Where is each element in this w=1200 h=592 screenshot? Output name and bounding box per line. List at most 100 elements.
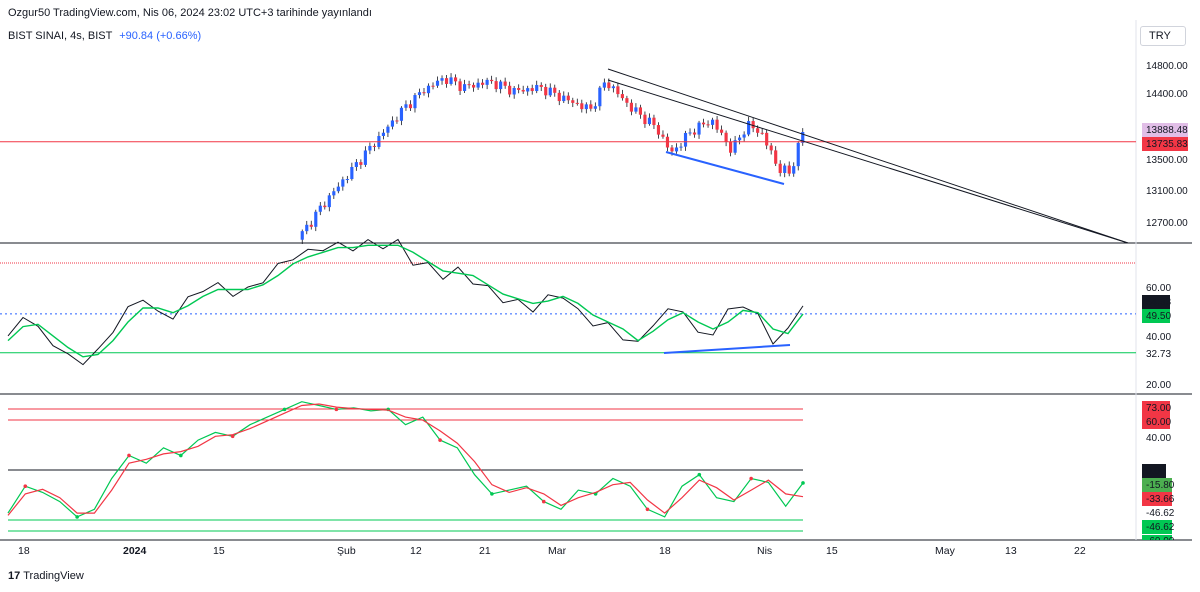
candle-body[interactable] xyxy=(408,104,413,109)
rsi-line[interactable] xyxy=(7,238,804,366)
upper-trendline-1[interactable] xyxy=(607,68,1129,244)
candle-body[interactable] xyxy=(453,77,458,82)
tradingview-logo[interactable]: 17 TradingView xyxy=(8,570,84,582)
candle-body[interactable] xyxy=(458,81,462,91)
candle-body[interactable] xyxy=(526,88,530,92)
candle-body[interactable] xyxy=(715,119,719,130)
candle-body[interactable] xyxy=(553,87,557,93)
candle-body[interactable] xyxy=(395,120,399,122)
candle-body[interactable] xyxy=(747,121,751,135)
candle-body[interactable] xyxy=(372,145,376,147)
candle-body[interactable] xyxy=(634,107,638,112)
rsi-ma-line[interactable] xyxy=(7,244,804,358)
candle-body[interactable] xyxy=(729,141,733,153)
candle-body[interactable] xyxy=(359,162,363,165)
candle-body[interactable] xyxy=(765,132,769,146)
candle-body[interactable] xyxy=(390,120,395,127)
candle-body[interactable] xyxy=(539,84,543,87)
candle-body[interactable] xyxy=(422,92,426,94)
candle-body[interactable] xyxy=(440,78,444,81)
candle-body[interactable] xyxy=(305,224,309,232)
candle-body[interactable] xyxy=(548,87,552,96)
candle-body[interactable] xyxy=(778,163,782,173)
candle-body[interactable] xyxy=(616,86,620,95)
candle-body[interactable] xyxy=(647,117,652,125)
osc-fast-line[interactable] xyxy=(7,401,804,518)
candle-body[interactable] xyxy=(350,166,354,180)
candle-body[interactable] xyxy=(314,211,318,227)
candle-body[interactable] xyxy=(323,205,327,208)
candle-body[interactable] xyxy=(327,195,331,208)
candle-body[interactable] xyxy=(404,104,408,108)
candle-body[interactable] xyxy=(652,117,656,126)
support-line[interactable] xyxy=(665,151,785,185)
candle-body[interactable] xyxy=(462,84,467,91)
candle-body[interactable] xyxy=(733,140,737,153)
candle-body[interactable] xyxy=(557,92,561,102)
candle-body[interactable] xyxy=(629,102,633,112)
candle-body[interactable] xyxy=(431,85,435,87)
candle-body[interactable] xyxy=(598,87,602,107)
candle-body[interactable] xyxy=(341,179,345,187)
candle-body[interactable] xyxy=(796,142,800,167)
candle-body[interactable] xyxy=(611,86,615,89)
candle-body[interactable] xyxy=(692,132,697,135)
candle-body[interactable] xyxy=(710,119,715,125)
candle-body[interactable] xyxy=(345,179,349,181)
candle-body[interactable] xyxy=(417,92,422,96)
candle-body[interactable] xyxy=(607,82,611,89)
candle-body[interactable] xyxy=(580,103,584,110)
candle-body[interactable] xyxy=(742,134,746,138)
candle-body[interactable] xyxy=(620,94,624,99)
candle-body[interactable] xyxy=(638,107,643,115)
candle-body[interactable] xyxy=(544,86,548,96)
candle-body[interactable] xyxy=(801,132,805,143)
candle-body[interactable] xyxy=(309,224,313,227)
candle-body[interactable] xyxy=(368,145,372,151)
candle-body[interactable] xyxy=(783,165,787,173)
candle-body[interactable] xyxy=(575,102,579,104)
candle-body[interactable] xyxy=(485,79,489,85)
candle-body[interactable] xyxy=(602,82,606,88)
candle-body[interactable] xyxy=(674,147,679,152)
candle-body[interactable] xyxy=(769,145,773,151)
candle-body[interactable] xyxy=(467,84,471,86)
candle-body[interactable] xyxy=(490,79,494,82)
candle-body[interactable] xyxy=(386,126,390,133)
candle-body[interactable] xyxy=(566,95,570,101)
candle-body[interactable] xyxy=(720,129,724,133)
oscillator-pane[interactable]: 73.00 60.00 40.00 0.00 -15.80 -33.66 -46.62 -46… xyxy=(7,401,1175,548)
candle-body[interactable] xyxy=(589,104,593,109)
rsi-support-line[interactable] xyxy=(663,344,791,354)
upper-trendline-2[interactable] xyxy=(607,79,1129,244)
candle-body[interactable] xyxy=(499,81,503,90)
candle-body[interactable] xyxy=(661,134,665,137)
candle-body[interactable] xyxy=(670,147,674,152)
candle-body[interactable] xyxy=(336,186,340,192)
candle-body[interactable] xyxy=(787,165,791,174)
candle-body[interactable] xyxy=(435,80,440,86)
candle-body[interactable] xyxy=(701,122,706,125)
candle-body[interactable] xyxy=(724,132,728,142)
candle-body[interactable] xyxy=(381,132,385,136)
symbol-name[interactable]: BIST SINAI, 4s, BIST xyxy=(8,30,113,42)
candle-body[interactable] xyxy=(530,88,534,92)
candle-body[interactable] xyxy=(697,122,701,135)
candle-body[interactable] xyxy=(300,231,304,240)
candle-body[interactable] xyxy=(760,132,764,134)
candle-body[interactable] xyxy=(481,82,485,85)
candle-body[interactable] xyxy=(449,77,453,84)
candle-body[interactable] xyxy=(535,84,539,92)
candle-body[interactable] xyxy=(363,150,367,165)
candle-body[interactable] xyxy=(584,104,588,110)
candle-body[interactable] xyxy=(593,106,597,109)
candle-body[interactable] xyxy=(318,205,322,212)
candle-body[interactable] xyxy=(756,128,760,133)
candle-body[interactable] xyxy=(354,162,358,167)
candle-body[interactable] xyxy=(625,98,629,103)
candle-body[interactable] xyxy=(521,89,525,92)
candle-body[interactable] xyxy=(494,81,498,90)
candle-body[interactable] xyxy=(738,137,742,141)
candle-body[interactable] xyxy=(512,87,516,95)
